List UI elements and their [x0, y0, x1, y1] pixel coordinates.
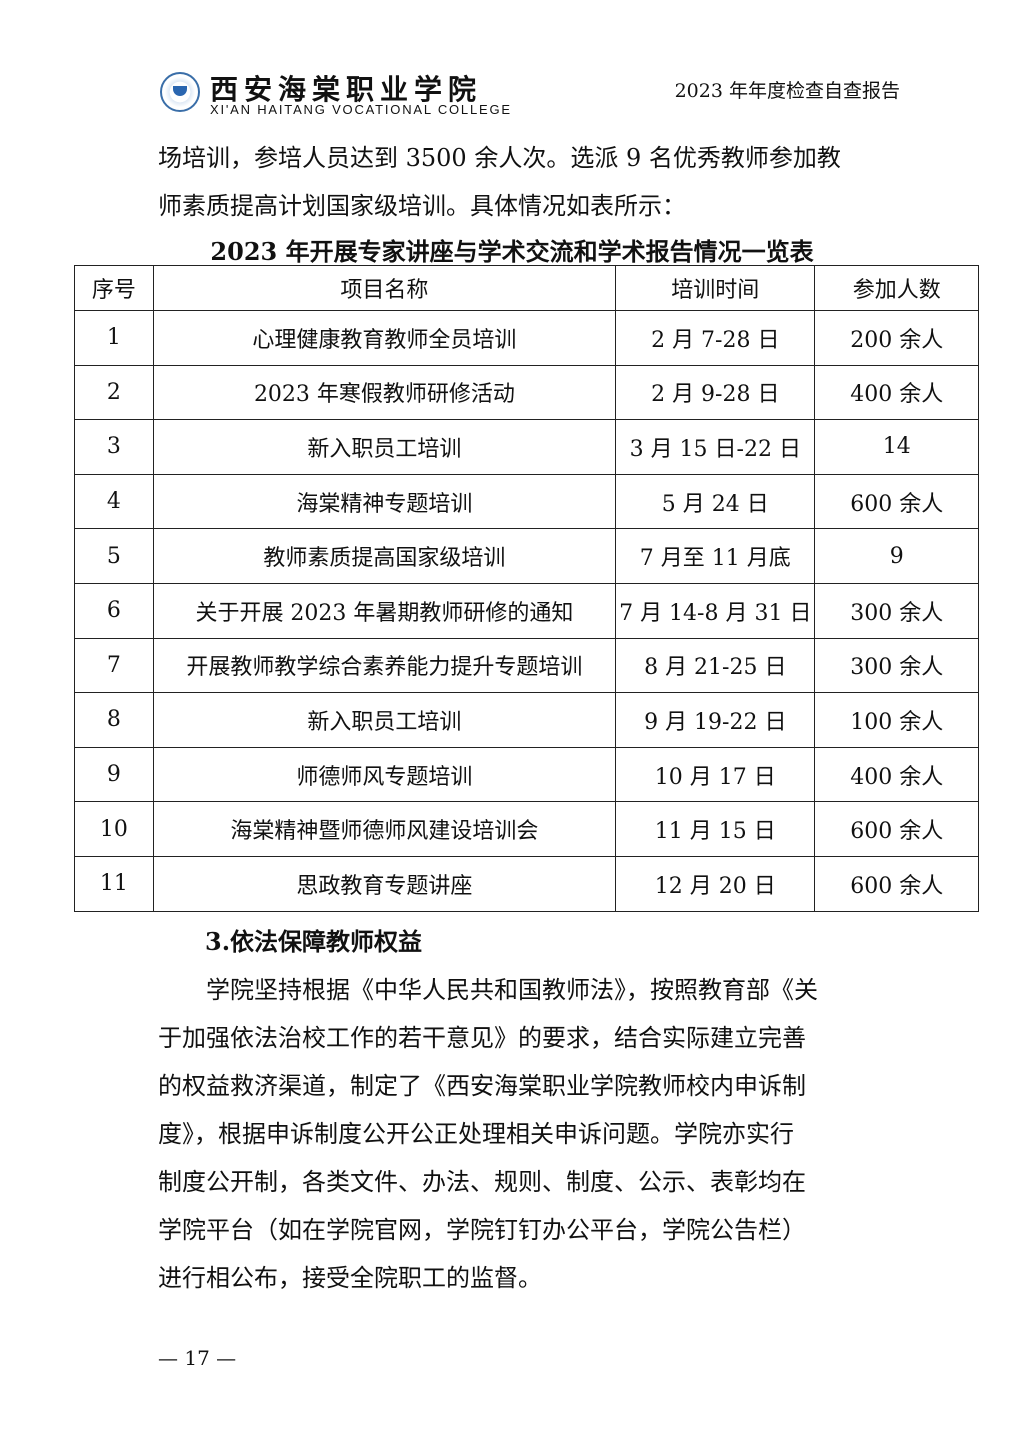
training-table: 序号 项目名称 培训时间 参加人数 1 心理健康教育教师全员培训 2 月 7-28 … [74, 265, 979, 912]
section-heading: 3.依法保障教师权益 [205, 927, 423, 956]
table-cell: 600 余人 [814, 855, 979, 912]
table-cell: 400 余人 [814, 746, 979, 803]
body-line: 学院坚持根据《中华人民共和国教师法》，按照教育部《关 [158, 976, 818, 1004]
table-cell: 4 [74, 473, 154, 530]
table-row: 6 关于开展 2023 年暑期教师研修的通知 7 月 14-8 月 31 日 300 … [74, 582, 979, 639]
table-cell: 7 月 14-8 月 31 日 [615, 582, 816, 639]
table-cell: 6 [74, 582, 154, 639]
table-cell: 师德师风专题培训 [152, 746, 617, 803]
table-cell: 300 余人 [814, 637, 979, 694]
table-cell: 9 [814, 528, 979, 584]
table-cell: 2 [74, 364, 154, 421]
table-cell: 400 余人 [814, 364, 979, 421]
table-cell: 100 余人 [814, 692, 979, 748]
table-cell: 8 月 21-25 日 [615, 637, 816, 694]
table-cell: 海棠精神暨师德师风建设培训会 [152, 801, 617, 857]
table-row: 5 教师素质提高国家级培训 7 月至 11 月底 9 [74, 528, 979, 584]
body-line: 学院平台（如在学院官网，学院钉钉办公平台，学院公告栏） [158, 1216, 806, 1244]
table-cell: 5 月 24 日 [615, 473, 816, 530]
table-cell: 9 [74, 746, 154, 803]
intro-line: 师素质提高计划国家级培训。具体情况如表所示： [158, 192, 686, 220]
table-cell: 200 余人 [814, 310, 979, 366]
table-cell: 开展教师教学综合素养能力提升专题培训 [152, 637, 617, 694]
header-cell: 项目名称 [152, 265, 617, 311]
page-number: — 17 — [158, 1346, 237, 1370]
table-cell: 1 [74, 310, 154, 366]
table-cell: 2023 年寒假教师研修活动 [152, 364, 617, 421]
table-title: 2023 年开展专家讲座与学术交流和学术报告情况一览表 [210, 237, 814, 266]
table-cell: 关于开展 2023 年暑期教师研修的通知 [152, 582, 617, 639]
table-cell: 教师素质提高国家级培训 [152, 528, 617, 584]
table-cell: 600 余人 [814, 473, 979, 530]
body-line: 于加强依法治校工作的若干意见》的要求，结合实际建立完善 [158, 1024, 806, 1052]
table-cell: 7 [74, 637, 154, 694]
table-cell: 10 月 17 日 [615, 746, 816, 803]
table-cell: 新入职员工培训 [152, 692, 617, 748]
table-row: 10 海棠精神暨师德师风建设培训会 11 月 15 日 600 余人 [74, 801, 979, 857]
table-cell: 3 [74, 419, 154, 475]
header-cell: 培训时间 [615, 265, 816, 311]
table-cell: 思政教育专题讲座 [152, 855, 617, 912]
table-header-row: 序号 项目名称 培训时间 参加人数 [74, 265, 979, 311]
table-row: 9 师德师风专题培训 10 月 17 日 400 余人 [74, 746, 979, 803]
table-row: 4 海棠精神专题培训 5 月 24 日 600 余人 [74, 473, 979, 530]
table-cell: 9 月 19-22 日 [615, 692, 816, 748]
intro-line: 场培训，参培人员达到 3500 余人次。选派 9 名优秀教师参加教 [158, 144, 841, 172]
table-row: 8 新入职员工培训 9 月 19-22 日 100 余人 [74, 692, 979, 748]
page-header: 西安海棠职业学院 XI'AN HAITANG VOCATIONAL COLLEG… [160, 70, 900, 120]
table-cell: 600 余人 [814, 801, 979, 857]
brand-name-en: XI'AN HAITANG VOCATIONAL COLLEGE [210, 102, 512, 117]
table-cell: 7 月至 11 月底 [615, 528, 816, 584]
table-cell: 14 [814, 419, 979, 475]
body-line: 进行相公布，接受全院职工的监督。 [158, 1264, 542, 1292]
table-cell: 12 月 20 日 [615, 855, 816, 912]
table-row: 2 2023 年寒假教师研修活动 2 月 9-28 日 400 余人 [74, 364, 979, 421]
table-cell: 10 [74, 801, 154, 857]
document-title: 2023 年年度检查自查报告 [674, 80, 900, 102]
brand-name-cn: 西安海棠职业学院 [210, 73, 483, 106]
body-line: 的权益救济渠道，制定了《西安海棠职业学院教师校内申诉制 [158, 1072, 806, 1100]
header-cell: 序号 [74, 265, 154, 311]
body-line: 制度公开制，各类文件、办法、规则、制度、公示、表彰均在 [158, 1168, 806, 1196]
table-row: 11 思政教育专题讲座 12 月 20 日 600 余人 [74, 855, 979, 912]
table-cell: 2 月 9-28 日 [615, 364, 816, 421]
header-cell: 参加人数 [814, 265, 979, 311]
table-cell: 新入职员工培训 [152, 419, 617, 475]
table-row: 7 开展教师教学综合素养能力提升专题培训 8 月 21-25 日 300 余人 [74, 637, 979, 694]
college-logo-icon [160, 72, 200, 112]
table-cell: 5 [74, 528, 154, 584]
table-cell: 300 余人 [814, 582, 979, 639]
body-line: 度》，根据申诉制度公开公正处理相关申诉问题。学院亦实行 [158, 1120, 794, 1148]
table-row: 1 心理健康教育教师全员培训 2 月 7-28 日 200 余人 [74, 310, 979, 366]
table-cell: 心理健康教育教师全员培训 [152, 310, 617, 366]
table-cell: 8 [74, 692, 154, 748]
table-cell: 3 月 15 日-22 日 [615, 419, 816, 475]
table-cell: 11 [74, 855, 154, 912]
table-cell: 2 月 7-28 日 [615, 310, 816, 366]
table-row: 3 新入职员工培训 3 月 15 日-22 日 14 [74, 419, 979, 475]
table-cell: 海棠精神专题培训 [152, 473, 617, 530]
table-cell: 11 月 15 日 [615, 801, 816, 857]
